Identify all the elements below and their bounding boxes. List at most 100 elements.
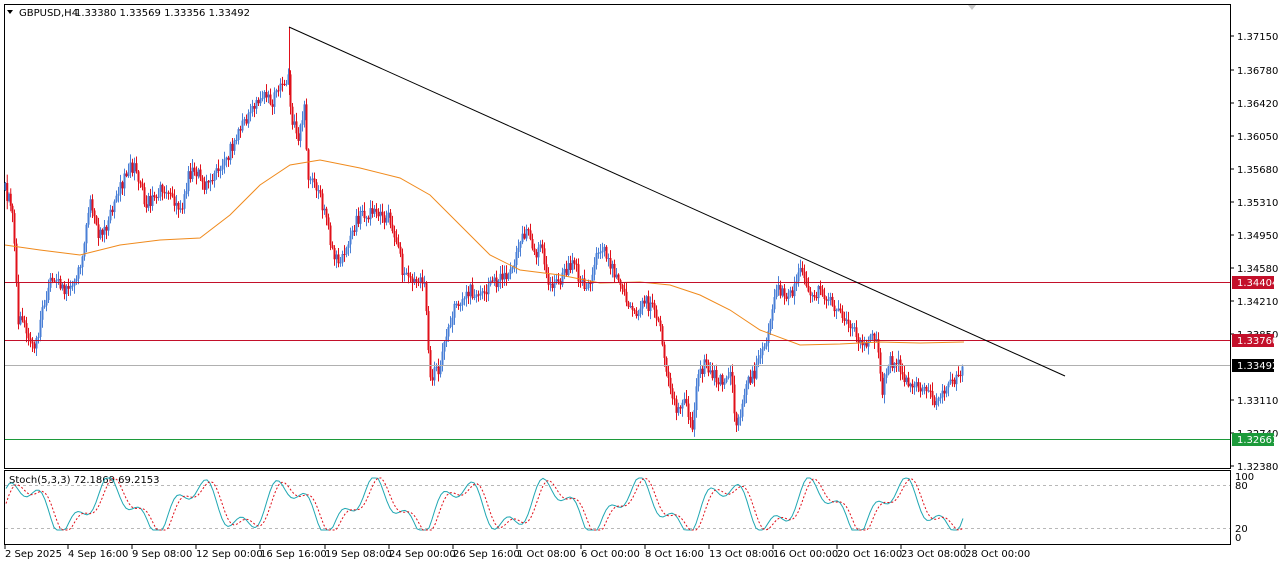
price-marker-resistance-2: 1.33760	[1232, 334, 1278, 347]
candle-body	[19, 316, 22, 325]
candle-body	[327, 217, 330, 226]
candle-body	[527, 229, 530, 231]
candle-body	[953, 379, 956, 385]
time-tick-label: 8 Oct 16:00	[645, 549, 704, 560]
candle-body	[889, 356, 892, 367]
dropdown-arrow-icon[interactable]	[7, 10, 13, 14]
candle-body	[341, 254, 344, 263]
candle-body	[541, 244, 544, 249]
candle-body	[665, 357, 668, 372]
candle-body	[873, 333, 876, 342]
candle-body	[909, 383, 912, 387]
candle-body	[825, 298, 828, 301]
candle-body	[883, 377, 886, 395]
candle-body	[43, 305, 46, 308]
candle-body	[951, 379, 954, 381]
candle-body	[163, 191, 166, 194]
time-axis: 2 Sep 2025 4 Sep 16:00 9 Sep 08:00 12 Sep 0…	[4, 545, 1030, 560]
candle-body	[345, 247, 348, 255]
svg-text:1.33760: 1.33760	[1237, 336, 1278, 347]
candle-body	[173, 196, 176, 206]
candle-body	[325, 208, 328, 218]
candle-body	[733, 384, 736, 414]
candle-body	[295, 121, 298, 134]
time-tick-label: 9 Sep 08:00	[132, 549, 192, 560]
candle-body	[743, 394, 746, 404]
candle-body	[145, 204, 148, 208]
candle-body	[25, 323, 28, 334]
candle-body	[419, 277, 422, 283]
candle-body	[479, 293, 482, 296]
candle-body	[673, 398, 676, 400]
stoch-tick: 0	[1235, 533, 1241, 544]
candle-body	[923, 386, 926, 389]
price-tick-label: 1.35680	[1237, 165, 1278, 176]
candle-body	[827, 300, 830, 302]
candle-body	[895, 363, 898, 365]
candle-body	[23, 320, 26, 324]
candle-body	[193, 167, 196, 172]
candle-body	[837, 308, 840, 311]
candle-body	[303, 104, 306, 121]
candle-body	[637, 313, 640, 317]
candle-body	[167, 192, 170, 194]
price-panel[interactable]	[4, 4, 1231, 469]
candle-body	[549, 283, 552, 285]
svg-text:1.33492: 1.33492	[1237, 361, 1278, 372]
candle-body	[437, 366, 440, 375]
candle-body	[223, 159, 226, 166]
candle-body	[773, 297, 776, 310]
candle-body	[459, 304, 462, 306]
candle-body	[75, 278, 78, 282]
time-tick-label: 6 Oct 00:00	[581, 549, 640, 560]
candle-body	[463, 298, 466, 300]
candle-body	[869, 335, 872, 341]
candle-body	[719, 375, 722, 385]
candle-body	[627, 302, 630, 307]
candle-body	[933, 397, 936, 406]
candle-body	[535, 252, 538, 258]
candle-body	[455, 303, 458, 305]
candle-body	[37, 336, 40, 339]
price-tick-label: 1.34580	[1237, 264, 1278, 275]
chart-shift-marker[interactable]	[968, 5, 976, 10]
candle-body	[35, 338, 38, 349]
candle-body	[21, 316, 24, 321]
candle-body	[27, 333, 30, 339]
candle-body	[891, 356, 894, 369]
candle-body	[245, 119, 248, 124]
candle-body	[129, 162, 132, 172]
candle-body	[301, 120, 304, 125]
candle-body	[457, 303, 460, 306]
candle-body	[685, 398, 688, 404]
candle-body	[929, 390, 932, 392]
candle-body	[735, 413, 738, 426]
candle-body	[321, 193, 324, 211]
candle-body	[943, 390, 946, 394]
candle-body	[525, 229, 528, 239]
candle-body	[621, 284, 624, 289]
candle-body	[445, 336, 448, 342]
candle-body	[287, 74, 290, 84]
candle-body	[289, 74, 292, 107]
candle-body	[95, 216, 98, 225]
candle-body	[151, 195, 154, 206]
candle-body	[829, 296, 832, 301]
time-tick-label: 23 Oct 08:00	[901, 549, 966, 560]
time-tick-label: 20 Oct 16:00	[837, 549, 902, 560]
candle-body	[575, 263, 578, 265]
stoch-panel[interactable]	[4, 470, 1231, 545]
candle-body	[465, 291, 468, 299]
candle-body	[511, 267, 514, 270]
price-marker-resistance-1: 1.34404	[1232, 276, 1278, 289]
candle-body	[887, 366, 890, 375]
downtrend-line[interactable]	[288, 26, 1066, 377]
candle-body	[401, 253, 404, 275]
candle-body	[47, 287, 50, 301]
candle-body	[877, 339, 880, 353]
candle-body	[105, 226, 108, 231]
candle-body	[879, 352, 882, 374]
candle-body	[177, 202, 180, 210]
candle-body	[139, 181, 142, 184]
